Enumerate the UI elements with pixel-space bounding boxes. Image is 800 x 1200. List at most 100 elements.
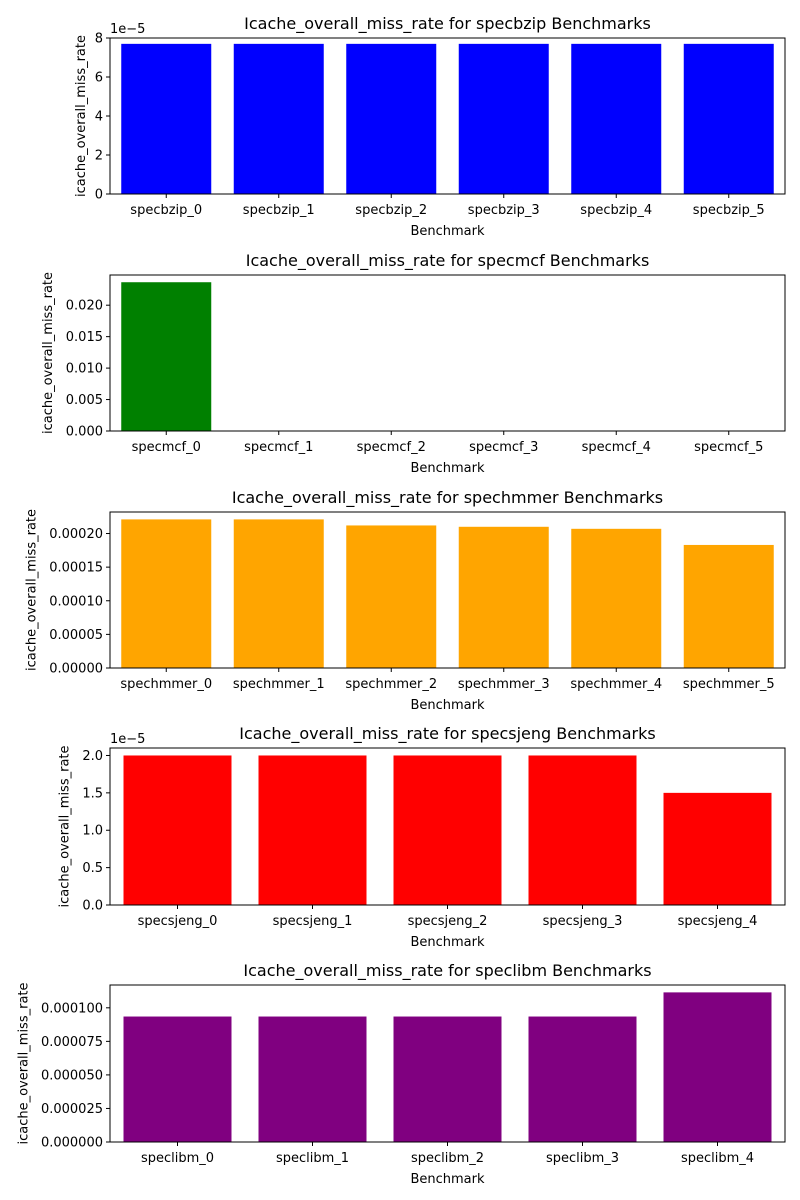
bar-specsjeng_0 [123,755,232,905]
x-tick-label: specbzip_2 [355,203,427,218]
y-tick-label: 0.000000 [41,1136,103,1151]
x-tick-label: spechmmer_5 [683,677,775,692]
y-axis-label: icache_overall_miss_rate [25,509,40,671]
chart-panel-3: 0.0 0.5 1.0 1.5 2.0 specsjeng_0 specsjeng_1 spe… [57,724,786,950]
bar-specsjeng_1 [258,755,367,905]
x-tick-label: speclibm_2 [411,1151,484,1166]
x-axis-label: Benchmark [410,461,485,476]
y-tick-label: 0.010 [66,362,103,377]
x-axis-label: Benchmark [410,698,485,713]
y-axis-label: icache_overall_miss_rate [16,982,31,1144]
bar-specbzip_0 [121,43,212,194]
bar-spechmmer_0 [121,519,212,668]
x-tick-label: specmcf_2 [357,440,426,455]
x-tick-label: speclibm_3 [546,1151,619,1166]
bar-spechmmer_2 [346,525,437,668]
y-tick-label: 0.020 [66,299,103,314]
bar-spechmmer_5 [683,544,774,668]
bar-specbzip_2 [346,43,437,194]
bar-speclibm_4 [663,992,772,1142]
x-tick-label: spechmmer_0 [120,677,212,692]
x-tick-label: specsjeng_0 [138,914,218,929]
axis-offset-label: 1e−5 [110,22,145,37]
y-tick-label: 0.00005 [49,628,103,643]
bar-specsjeng_4 [663,792,772,905]
y-tick-label: 4 [95,110,103,125]
bar-specbzip_3 [458,43,549,194]
bar-spechmmer_4 [571,528,662,668]
x-tick-label: specmcf_1 [244,440,313,455]
y-tick-label: 0.5 [82,861,103,876]
x-tick-label: specbzip_0 [130,203,202,218]
chart-panel-1: 0.000 0.005 0.010 0.015 0.020 specmcf_0 specmc… [41,251,786,476]
x-axis-label: Benchmark [410,1172,485,1187]
bar-speclibm_3 [528,1016,637,1142]
axes-frame [109,511,786,669]
chart-title: Icache_overall_miss_rate for speclibm Be… [243,961,651,981]
y-tick-label: 0.005 [66,393,103,408]
y-tick-label: 0.0 [82,899,103,914]
y-tick-label: 0.015 [66,330,103,345]
y-tick-label: 6 [95,71,103,86]
y-axis-label: icache_overall_miss_rate [57,745,72,907]
chart-title: Icache_overall_miss_rate for specsjeng B… [239,724,655,744]
chart-title: Icache_overall_miss_rate for spechmmer B… [232,488,663,508]
y-tick-label: 8 [95,32,103,47]
chart-panel-0: 0 2 4 6 8 specbzip_0 specbzip_1 specbzip_2 specb… [74,14,786,239]
bar-speclibm_1 [258,1016,367,1142]
bar-speclibm_0 [123,1016,232,1142]
x-tick-label: specbzip_4 [580,203,652,218]
x-tick-label: specsjeng_2 [408,914,488,929]
x-axis-label: Benchmark [410,224,485,239]
chart-panel-2: 0.00000 0.00005 0.00010 0.00015 0.00020 spech… [25,488,786,713]
x-tick-label: specbzip_1 [243,203,315,218]
chart-title: Icache_overall_miss_rate for specbzip Be… [244,14,651,34]
x-tick-label: specsjeng_1 [273,914,353,929]
chart-panel-4: 0.000000 0.000025 0.000050 0.000075 0.000100… [16,961,786,1187]
x-tick-label: specmcf_3 [469,440,538,455]
x-tick-label: specmcf_0 [132,440,201,455]
bar-specsjeng_2 [393,755,502,905]
bar-speclibm_2 [393,1016,502,1142]
x-tick-label: speclibm_4 [681,1151,754,1166]
x-tick-label: specbzip_3 [468,203,540,218]
axes-frame [109,274,786,432]
x-tick-label: spechmmer_1 [233,677,325,692]
bar-specmcf_0 [121,282,212,431]
y-tick-label: 1.0 [82,824,103,839]
x-tick-label: speclibm_0 [141,1151,214,1166]
y-tick-label: 0 [95,188,103,203]
y-tick-label: 0.00010 [49,594,103,609]
y-tick-label: 0.000050 [41,1068,103,1083]
y-tick-label: 0.00000 [49,662,103,677]
x-tick-label: specmcf_4 [582,440,651,455]
y-tick-label: 2.0 [82,749,103,764]
bar-specsjeng_3 [528,755,637,905]
y-tick-label: 0.000025 [41,1102,103,1117]
y-tick-label: 0.000075 [41,1035,103,1050]
y-tick-label: 0.000 [66,425,103,440]
y-axis-label: icache_overall_miss_rate [74,35,89,197]
bar-specbzip_5 [683,43,774,194]
x-tick-label: spechmmer_3 [458,677,550,692]
axis-offset-label: 1e−5 [110,732,145,747]
x-tick-label: spechmmer_4 [570,677,662,692]
bar-specbzip_4 [571,43,662,194]
y-tick-label: 0.00015 [49,561,103,576]
bar-spechmmer_3 [458,526,549,668]
y-tick-label: 2 [95,149,103,164]
y-tick-label: 1.5 [82,786,103,801]
x-tick-label: specsjeng_4 [678,914,758,929]
y-tick-label: 0.000100 [41,1001,103,1016]
bar-specbzip_1 [233,43,324,194]
x-tick-label: speclibm_1 [276,1151,349,1166]
y-axis-label: icache_overall_miss_rate [41,272,56,434]
x-tick-label: specmcf_5 [694,440,763,455]
x-tick-label: specsjeng_3 [543,914,623,929]
chart-title: Icache_overall_miss_rate for specmcf Ben… [246,251,650,271]
x-axis-label: Benchmark [410,935,485,950]
x-tick-label: specbzip_5 [693,203,765,218]
x-tick-label: spechmmer_2 [345,677,437,692]
bar-spechmmer_1 [233,519,324,668]
